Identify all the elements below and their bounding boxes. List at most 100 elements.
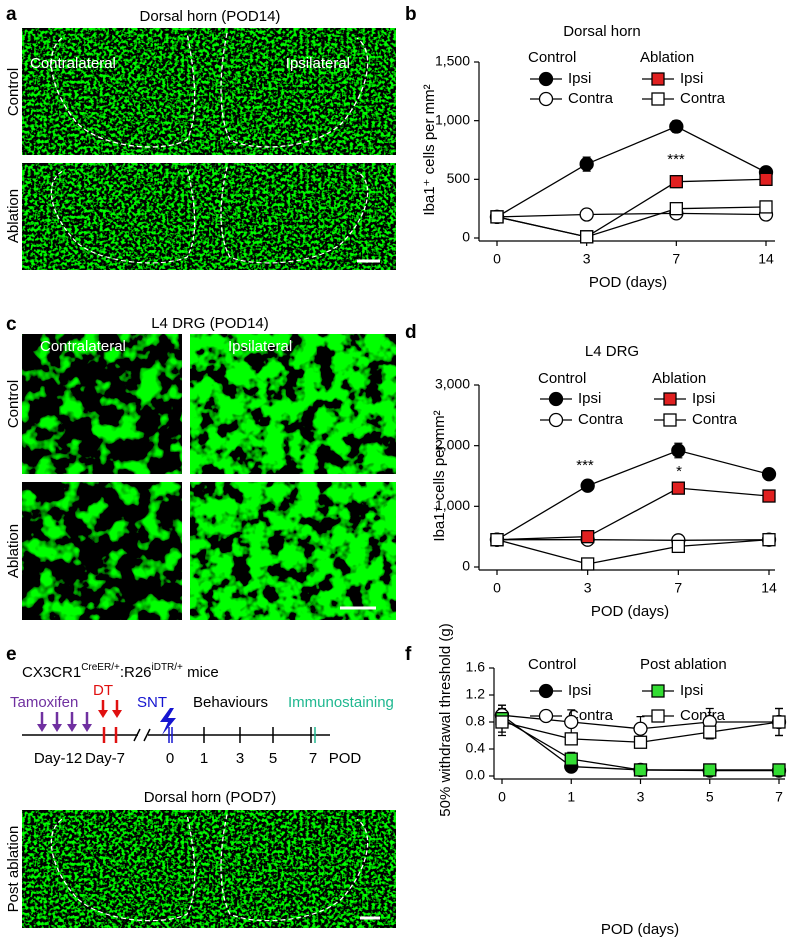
legend-heading: Ablation [640,49,694,66]
timeline-unit: POD [329,750,362,767]
x-tick-label: 1 [567,789,575,805]
x-tick-label: 3 [584,580,592,596]
data-point [671,481,685,495]
event-label: Tamoxifen [10,694,78,711]
x-tick-label: 3 [637,789,645,805]
data-point [633,721,648,736]
y-tick-label: 0.4 [466,740,486,756]
side-label: Ipsilateral [286,55,350,72]
legend-label: Contra [568,90,614,107]
y-tick-label: 0 [462,229,470,245]
image-texture [190,482,396,620]
y-tick-label: 1.6 [466,659,486,675]
y-tick-label: 0.8 [466,713,486,729]
data-point [703,763,717,777]
outline [50,814,196,922]
image-texture [22,163,396,270]
data-point [564,752,578,766]
x-tick-label: 0 [498,789,506,805]
x-tick-label: 7 [672,251,680,267]
legend-marker [548,412,564,428]
legend-marker [538,71,554,87]
data-point [580,478,595,493]
data-point [564,714,579,730]
image-texture [22,334,182,474]
image-texture [22,810,396,928]
legend-heading: Control [528,656,576,673]
x-tick-label: 0 [493,251,501,267]
side-label: Contralateral [40,338,126,355]
y-tick-label: 3,000 [435,376,470,392]
image-texture [190,334,396,474]
data-point [759,200,773,214]
mouse-line: CX3CR1CreER/+:R26iDTR/+ mice [22,662,219,681]
series-line [497,539,770,541]
x-tick-label: 0 [493,580,501,596]
panel-title: Dorsal horn (POD7) [144,789,277,806]
timeline-tick-label: Day-7 [85,750,125,767]
data-point [580,230,594,244]
legend-label: Ipsi [568,70,591,87]
series-line [496,449,770,541]
panel-letter: f [405,644,412,665]
legend-marker [651,684,665,698]
image-texture [22,482,182,620]
tamoxifen-arrows [37,712,92,732]
series-line [496,125,767,218]
gene: :R26 [120,664,152,681]
side-label: Contralateral [30,55,116,72]
x-tick-label: 14 [761,580,777,596]
y-axis-label: Iba1⁺ cells per mm² [421,84,438,215]
axis-break [133,728,141,742]
y-tick-label: 1,500 [435,53,470,69]
timeline-tick-label: 1 [200,750,208,767]
axis-break [143,728,151,742]
data-point [671,539,685,554]
timeline-tick-label: 3 [236,750,244,767]
panel-title: Dorsal horn (POD14) [140,8,281,25]
y-tick-label: 2,000 [435,436,470,452]
legend-heading: Control [538,370,586,387]
data-point [762,533,776,547]
data-point [495,715,509,729]
data-point [669,202,683,216]
legend-label: Ipsi [680,682,703,699]
annotation: *** [667,151,685,168]
event-label: Immunostaining [288,694,394,711]
data-point [669,119,684,134]
data-point [762,489,776,503]
micrograph [22,28,396,155]
chart-title: Dorsal horn [563,23,641,40]
series-line [496,206,767,238]
legend-label: Ipsi [568,682,591,699]
side-label: Ipsilateral [228,338,292,355]
legend-label: Ipsi [692,390,715,407]
gene: CX3CR1 [22,664,81,681]
y-tick-label: 0 [462,558,470,574]
y-tick-label: 1,000 [435,497,470,513]
micrographs [22,334,396,620]
data-point [669,175,683,189]
series-line [496,212,767,218]
x-tick-label: 7 [775,789,783,805]
legend-marker [651,709,665,723]
superscript: iDTR/+ [152,662,184,673]
row-label: Post ablation [5,826,22,913]
data-point [581,530,595,544]
panel-letter: c [6,314,17,335]
data-point [633,735,648,749]
annotation: * [676,463,682,480]
outline [50,167,196,264]
legend-label: Contra [568,707,614,724]
event-label: Behaviours [193,694,268,711]
panel-letter: a [6,4,17,25]
micrograph [22,810,396,928]
legend-label: Contra [692,411,738,428]
y-tick-label: 0.0 [466,767,486,783]
series-line [496,539,770,565]
gene: mice [183,664,219,681]
data-point [761,467,777,482]
micrograph [22,163,396,270]
panel-letter: d [405,322,417,343]
